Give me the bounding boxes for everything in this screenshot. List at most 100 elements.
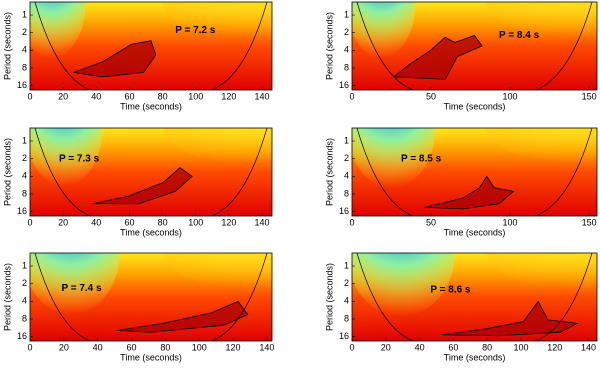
y-tick-label: 8	[344, 313, 349, 323]
significance-contour	[392, 34, 483, 80]
y-axis-label: Period (seconds)	[324, 263, 334, 331]
significance-contour	[73, 40, 157, 78]
y-tick-label: 1	[22, 9, 27, 19]
y-tick-label: 2	[22, 153, 27, 163]
y-tick-label: 16	[339, 206, 349, 216]
x-tick-label: 120	[221, 91, 236, 101]
y-tick-label: 8	[22, 313, 27, 323]
x-tick-label: 120	[547, 342, 562, 352]
x-tick-label: 50	[426, 217, 436, 227]
cone-of-influence	[34, 253, 268, 341]
significance-contour	[117, 300, 249, 333]
warm-region	[486, 253, 597, 289]
x-tick-label: 150	[582, 217, 597, 227]
y-tick-label: 8	[344, 188, 349, 198]
x-tick-label: 100	[192, 342, 207, 352]
y-tick-label: 4	[22, 296, 27, 306]
x-axis-label: Time (seconds)	[444, 101, 506, 111]
warm-region	[486, 2, 597, 38]
x-axis-label: Time (seconds)	[120, 352, 182, 362]
x-tick-label: 140	[255, 217, 270, 227]
x-tick-label: 150	[582, 91, 597, 101]
significance-contour	[442, 300, 579, 337]
y-tick-label: 2	[22, 27, 27, 37]
x-tick-label: 100	[513, 342, 528, 352]
panel: 0 50 100 150 1 2 4 8 16 Time (seconds) Period (sec…	[324, 1, 598, 111]
axes-frame	[29, 1, 273, 91]
x-tick-label: 0	[27, 91, 32, 101]
y-tick-label: 16	[339, 331, 349, 341]
warm-region	[163, 2, 272, 38]
x-tick-label: 50	[426, 91, 436, 101]
x-tick-label: 0	[349, 342, 354, 352]
y-tick-label: 1	[344, 9, 349, 19]
x-tick-label: 140	[259, 342, 274, 352]
plot-area	[30, 128, 272, 216]
plot-area	[352, 128, 597, 216]
cold-region	[352, 253, 455, 317]
x-tick-label: 80	[482, 342, 492, 352]
y-tick-label: 8	[344, 62, 349, 72]
x-tick-label: 0	[27, 342, 32, 352]
x-tick-label: 100	[188, 217, 203, 227]
x-tick-label: 20	[59, 342, 69, 352]
y-tick-label: 1	[344, 135, 349, 145]
x-tick-label: 20	[381, 342, 391, 352]
x-axis-label: Time (seconds)	[120, 227, 182, 237]
x-tick-label: 0	[27, 217, 32, 227]
x-tick-label: 60	[127, 342, 137, 352]
significance-contour	[425, 175, 515, 210]
axes-frame	[351, 1, 598, 91]
x-tick-label: 100	[188, 91, 203, 101]
period-annotation: P = 8.4 s	[499, 30, 540, 41]
panel: 0 20 40 60 80 100 120 140 1 2 4 8 16 Time (seconds) Pe…	[2, 252, 274, 362]
y-tick-label: 8	[22, 188, 27, 198]
period-annotation: P = 7.4 s	[61, 283, 102, 294]
x-tick-label: 120	[226, 342, 241, 352]
axes-frame	[29, 252, 273, 342]
y-axis-label: Period (seconds)	[2, 263, 12, 331]
y-tick-label: 16	[339, 80, 349, 90]
panel: 0 20 40 60 80 100 120 140 1 2 4 8 16 Time (seconds) Pe…	[2, 1, 273, 111]
cold-region	[352, 2, 416, 59]
y-tick-label: 2	[344, 27, 349, 37]
period-annotation: P = 8.5 s	[401, 153, 442, 164]
y-tick-label: 2	[344, 278, 349, 288]
x-tick-label: 120	[221, 217, 236, 227]
x-tick-label: 20	[58, 217, 68, 227]
y-tick-label: 4	[344, 171, 349, 181]
y-tick-label: 2	[22, 278, 27, 288]
period-annotation: P = 7.2 s	[175, 25, 216, 36]
cone-of-influence	[356, 128, 593, 216]
y-axis-label: Period (seconds)	[2, 12, 12, 80]
x-tick-label: 60	[448, 342, 458, 352]
y-tick-label: 16	[17, 80, 27, 90]
y-tick-label: 16	[17, 331, 27, 341]
significance-contour	[92, 167, 193, 205]
panel: 0 20 40 60 80 100 120 140 1 2 4 8 16 Time (seconds) Pe…	[2, 127, 273, 237]
x-tick-label: 40	[91, 217, 101, 227]
warm-region	[163, 253, 272, 289]
x-tick-label: 80	[160, 342, 170, 352]
panel: 0 50 100 150 1 2 4 8 16 Time (seconds) Period (sec…	[324, 127, 598, 237]
cone-of-influence	[34, 2, 268, 90]
x-tick-label: 40	[91, 91, 101, 101]
warm-region	[163, 128, 272, 164]
cone-of-influence	[356, 253, 593, 341]
cold-region	[30, 2, 86, 59]
x-tick-label: 140	[581, 342, 596, 352]
warm-region	[486, 128, 597, 164]
x-tick-label: 60	[124, 217, 134, 227]
x-axis-label: Time (seconds)	[444, 352, 506, 362]
x-tick-label: 60	[124, 91, 134, 101]
cold-region	[30, 128, 103, 187]
y-tick-label: 1	[22, 135, 27, 145]
y-tick-label: 1	[22, 260, 27, 270]
cone-of-influence	[356, 2, 593, 90]
y-tick-label: 2	[344, 153, 349, 163]
x-tick-label: 40	[93, 342, 103, 352]
y-tick-label: 16	[17, 206, 27, 216]
plot-area	[352, 2, 597, 90]
y-tick-label: 4	[22, 171, 27, 181]
